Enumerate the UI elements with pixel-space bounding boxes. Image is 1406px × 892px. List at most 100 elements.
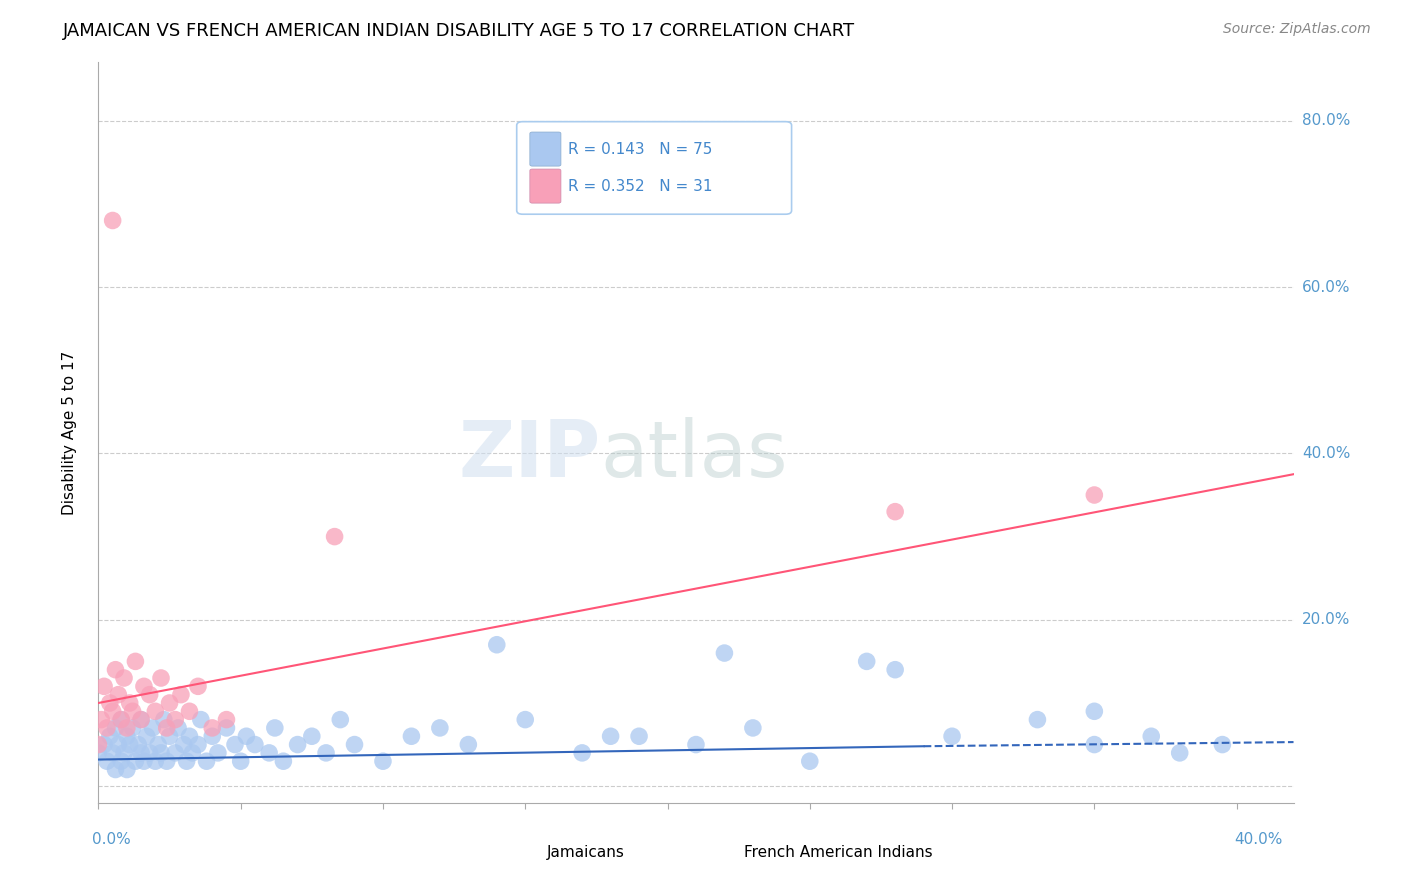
Point (207, 746, 229, 760)
Text: 40.0%: 40.0% (1302, 446, 1350, 461)
Point (138, 688, 160, 702)
Point (101, 213, 124, 227)
FancyBboxPatch shape (530, 169, 561, 203)
Point (159, 696, 181, 710)
Point (713, 646, 735, 660)
Text: Source: ZipAtlas.com: Source: ZipAtlas.com (1223, 22, 1371, 37)
Point (87, 738, 110, 752)
Text: 0.0%: 0.0% (93, 831, 131, 847)
Point (187, 679, 209, 693)
Text: R = 0.352   N = 31: R = 0.352 N = 31 (568, 178, 713, 194)
Point (301, 729, 323, 743)
Point (115, 721, 138, 735)
Point (401, 729, 423, 743)
Point (127, 738, 149, 752)
Point (263, 721, 285, 735)
Text: 80.0%: 80.0% (1302, 113, 1350, 128)
Point (1140, 729, 1163, 743)
Point (153, 713, 176, 727)
Text: ZIP: ZIP (458, 417, 600, 493)
Point (215, 721, 238, 735)
Point (98, 696, 121, 710)
Point (150, 671, 173, 685)
Y-axis label: Disability Age 5 to 17: Disability Age 5 to 17 (62, 351, 77, 515)
Point (143, 754, 166, 768)
Point (104, 721, 127, 735)
Point (215, 713, 238, 727)
Point (181, 746, 204, 760)
Point (190, 713, 212, 727)
Point (96, 721, 118, 735)
Point (101, 746, 124, 760)
Point (176, 754, 198, 768)
FancyBboxPatch shape (706, 839, 737, 866)
Text: 40.0%: 40.0% (1234, 831, 1282, 847)
Point (156, 721, 179, 735)
Point (855, 654, 877, 668)
Point (1083, 488, 1105, 502)
Point (118, 738, 141, 752)
Point (135, 729, 157, 743)
Point (110, 713, 132, 727)
Point (257, 746, 280, 760)
FancyBboxPatch shape (509, 839, 540, 866)
Point (104, 663, 127, 677)
Point (98, 729, 121, 743)
Point (104, 763, 127, 777)
FancyBboxPatch shape (530, 132, 561, 166)
Point (571, 746, 593, 760)
Point (167, 721, 190, 735)
Point (741, 721, 763, 735)
Point (235, 729, 257, 743)
Text: French American Indians: French American Indians (744, 845, 932, 860)
Point (115, 763, 138, 777)
Point (884, 505, 907, 519)
Point (179, 729, 201, 743)
Point (685, 738, 707, 752)
Point (799, 754, 821, 768)
FancyBboxPatch shape (517, 121, 792, 214)
Text: JAMAICAN VS FRENCH AMERICAN INDIAN DISABILITY AGE 5 TO 17 CORRELATION CHART: JAMAICAN VS FRENCH AMERICAN INDIAN DISAB… (63, 22, 855, 40)
Point (121, 704, 143, 718)
Point (129, 713, 152, 727)
Point (515, 713, 537, 727)
Point (201, 729, 224, 743)
Point (110, 713, 132, 727)
Point (124, 654, 146, 668)
Text: 60.0%: 60.0% (1302, 279, 1350, 294)
Point (148, 738, 170, 752)
Point (173, 738, 195, 752)
Point (323, 530, 346, 544)
Point (179, 704, 201, 718)
Point (224, 738, 246, 752)
Point (107, 688, 129, 702)
Point (101, 704, 124, 718)
Point (115, 729, 138, 743)
Point (141, 721, 163, 735)
Point (287, 738, 309, 752)
Text: Jamaicans: Jamaicans (547, 845, 624, 860)
Point (159, 729, 181, 743)
Point (143, 704, 166, 718)
Point (1211, 738, 1233, 752)
Point (156, 754, 179, 768)
Point (87, 746, 110, 760)
Point (110, 754, 132, 768)
Point (121, 721, 143, 735)
Point (599, 729, 621, 743)
Text: 20.0%: 20.0% (1302, 612, 1350, 627)
Point (112, 671, 135, 685)
Point (150, 746, 173, 760)
Point (129, 746, 152, 760)
Point (315, 746, 337, 760)
Text: R = 0.143   N = 75: R = 0.143 N = 75 (568, 142, 713, 157)
Point (165, 746, 187, 760)
Point (165, 713, 187, 727)
Point (112, 746, 135, 760)
Point (132, 754, 155, 768)
Point (429, 721, 451, 735)
Point (129, 713, 152, 727)
Point (1083, 738, 1105, 752)
Point (124, 754, 146, 768)
Point (485, 638, 508, 652)
